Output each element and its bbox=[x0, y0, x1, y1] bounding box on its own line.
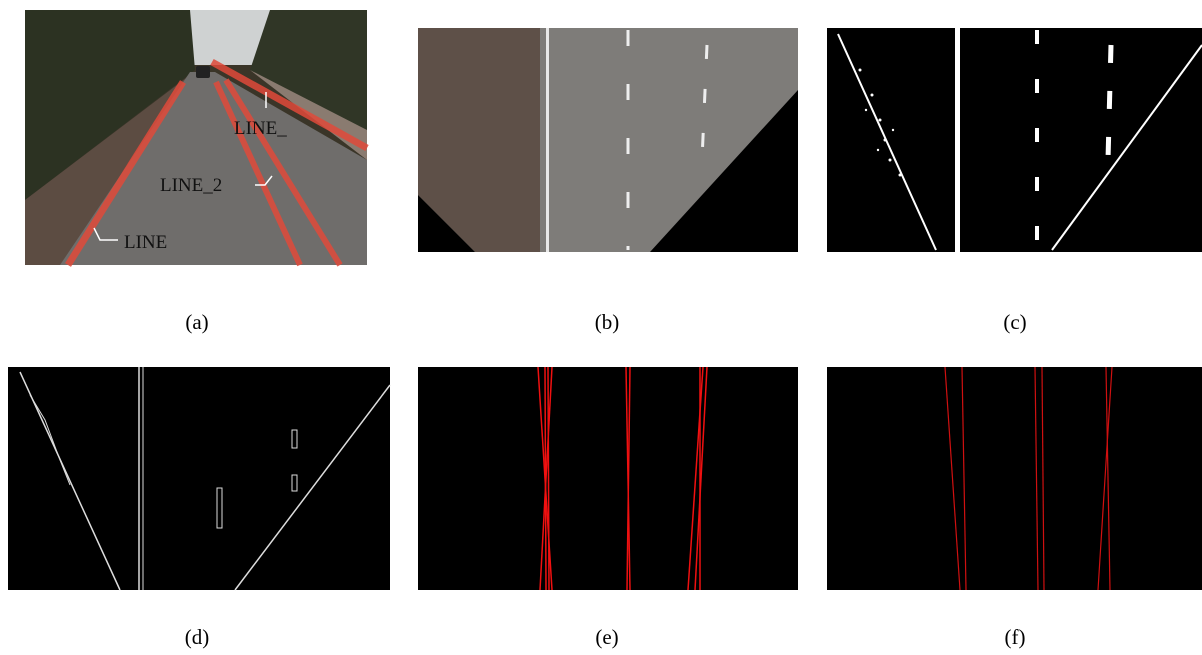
panel-label: (b) bbox=[595, 310, 620, 334]
panel-label: (a) bbox=[185, 310, 208, 334]
warped-photo bbox=[418, 28, 798, 252]
figure: LINE_ LINE_2 LINE bbox=[0, 0, 1202, 655]
binary-image bbox=[827, 28, 1202, 252]
edge-image bbox=[8, 367, 390, 590]
annotation: LINE_ bbox=[234, 118, 287, 139]
panel-label: (d) bbox=[185, 625, 210, 649]
panel-label: (c) bbox=[1003, 310, 1026, 334]
panel-label: (e) bbox=[595, 625, 618, 649]
hough-lines bbox=[418, 367, 798, 590]
road-photo: LINE_ LINE_2 LINE bbox=[25, 10, 367, 265]
annotation: LINE_2 bbox=[160, 175, 222, 196]
filtered-lines bbox=[827, 367, 1202, 590]
panel-label: (f) bbox=[1005, 625, 1026, 649]
annotation: LINE bbox=[124, 232, 167, 253]
